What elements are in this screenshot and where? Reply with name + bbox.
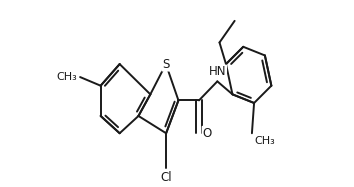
Text: S: S (162, 58, 170, 70)
Text: CH₃: CH₃ (57, 72, 77, 82)
Text: O: O (202, 127, 212, 140)
Text: HN: HN (209, 65, 226, 79)
Text: CH₃: CH₃ (255, 136, 275, 146)
Text: Cl: Cl (160, 171, 172, 184)
